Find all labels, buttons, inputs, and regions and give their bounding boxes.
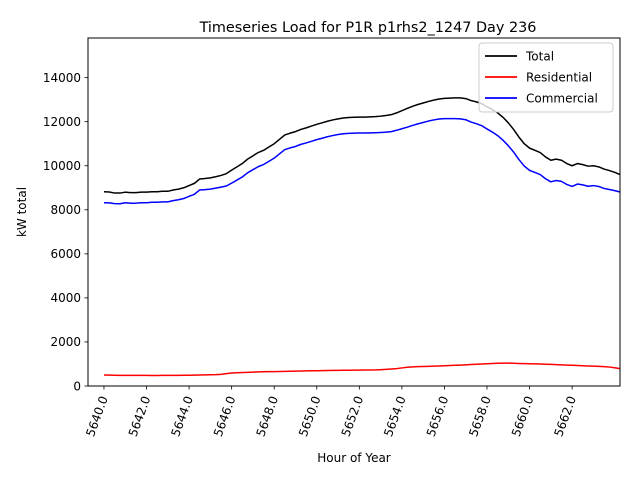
y-tick-label: 14000 (43, 71, 81, 85)
series-line-commercial (103, 117, 620, 205)
y-tick-label: 6000 (50, 247, 81, 261)
legend-frame (478, 42, 614, 113)
legend-label-commercial: Commercial (526, 92, 598, 106)
y-tick-label: 2000 (50, 335, 81, 349)
chart-title: Timeseries Load for P1R p1rhs2_1247 Day … (199, 20, 537, 36)
y-tick-label: 4000 (50, 291, 81, 305)
series-group (103, 97, 620, 377)
legend: Total Residential Commercial (478, 42, 614, 113)
legend-label-residential: Residential (526, 71, 592, 85)
x-axis-label: Hour of Year (317, 451, 391, 465)
plot-frame (87, 37, 621, 387)
y-tick-label: 10000 (43, 159, 81, 173)
plot-area (87, 37, 621, 387)
legend-label-total: Total (525, 50, 554, 64)
y-axis: 0 2000 4000 6000 8000 10000 12000 14000 (43, 71, 88, 393)
y-tick-label: 12000 (43, 115, 81, 129)
y-tick-label: 0 (73, 379, 81, 393)
series-line-residential (103, 362, 620, 377)
y-axis-label: kW total (15, 187, 29, 237)
series-line-total (103, 97, 620, 194)
y-tick-label: 8000 (50, 203, 81, 217)
